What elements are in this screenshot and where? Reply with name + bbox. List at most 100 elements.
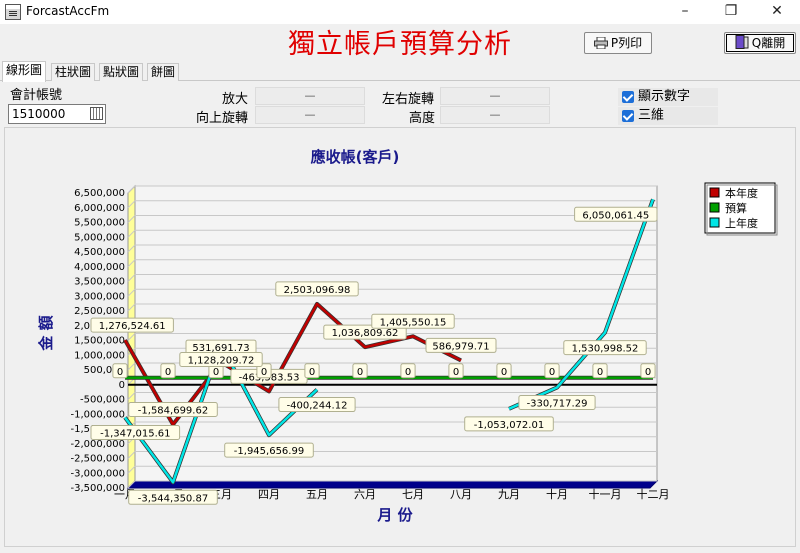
data-label-box (496, 363, 512, 379)
legend-swatch (709, 187, 720, 198)
data-label: -3,544,350.87 (128, 489, 218, 505)
rotate-lr-label: 左右旋轉 (382, 92, 435, 107)
data-label-text: -1,584,699.62 (138, 405, 208, 416)
line-chart: 6,500,000 6,000,000 5,500,000 5,000,000 4,50… (37, 148, 778, 524)
tab-dot-chart[interactable]: 點狀圖 (99, 63, 144, 81)
data-label-box (400, 363, 416, 379)
data-label: -400,244.12 (278, 397, 356, 413)
x-tick-label: 八月 (450, 488, 472, 501)
data-label-text: 1,276,524.61 (99, 321, 166, 332)
exit-button[interactable]: Q離開 (724, 32, 796, 54)
data-label: 586,979.71 (425, 337, 497, 353)
y-tick-label: -2,500,000 (70, 454, 125, 465)
maximize-button[interactable]: ❐ (724, 3, 738, 19)
data-label: 0 (352, 363, 368, 379)
data-label: 0 (256, 363, 272, 379)
data-label-text: 586,979.71 (432, 341, 489, 352)
data-label-text: 0 (165, 367, 171, 378)
data-label-box (160, 363, 176, 379)
data-label-box (304, 363, 320, 379)
account-input[interactable]: 1510000 (8, 104, 106, 124)
gridline (127, 244, 136, 253)
data-label-box (90, 424, 181, 440)
data-label-box (464, 416, 554, 432)
tab-pie-chart[interactable]: 餅圖 (147, 63, 180, 81)
data-label-box (544, 363, 560, 379)
data-label-text: 531,691.73 (192, 343, 249, 354)
close-window-button[interactable]: ✕ (771, 3, 783, 19)
y-tick-label: 1,000,000 (74, 350, 125, 361)
data-label-text: -3,544,350.87 (138, 493, 208, 504)
y-tick-label: 6,000,000 (74, 203, 125, 214)
y-tick-label: -3,500,000 (70, 483, 125, 494)
minimize-button[interactable]: – (681, 3, 689, 19)
y-tick-label: 5,500,000 (74, 218, 125, 229)
x-tick-label: 七月 (402, 488, 424, 501)
three-d-checkbox[interactable]: 三維 (618, 107, 718, 125)
chart-floor (126, 480, 659, 489)
report-title: 獨立帳戶預算分析 (288, 29, 512, 60)
y-tick-label: -2,000,000 (70, 439, 125, 450)
app-icon (5, 4, 21, 20)
gridline (127, 465, 136, 474)
exit-door-icon (735, 35, 749, 55)
data-label-box (128, 489, 218, 505)
rotate-lr-field: — (440, 87, 550, 105)
account-value: 1510000 (12, 107, 66, 121)
gridline (127, 480, 136, 489)
data-label-box (592, 363, 608, 379)
data-label-text: 0 (501, 367, 507, 378)
data-label: 0 (160, 363, 176, 379)
data-label: -330,717.29 (518, 395, 596, 411)
data-label: 0 (496, 363, 512, 379)
legend-label: 本年度 (725, 186, 758, 200)
y-tick-label: 4,500,000 (74, 247, 125, 258)
data-label-text: 6,050,061.45 (582, 210, 649, 221)
calendar-icon[interactable] (90, 107, 103, 120)
y-tick-label: 2,500,000 (74, 306, 125, 317)
window-title: ForcastAccFm (26, 4, 110, 18)
y-tick-label: 4,000,000 (74, 262, 125, 273)
legend-label: 預算 (725, 201, 747, 215)
data-label: -1,053,072.01 (464, 416, 554, 432)
data-label: 0 (448, 363, 464, 379)
data-label: -1,584,699.62 (128, 401, 218, 417)
data-label-text: 2,503,096.98 (284, 285, 351, 296)
three-d-label: 三維 (638, 108, 665, 123)
print-button[interactable]: P列印 (584, 32, 652, 54)
show-numbers-checkbox[interactable]: 顯示數字 (618, 88, 718, 106)
data-label-text: 0 (405, 367, 411, 378)
data-label-box (256, 363, 272, 379)
x-tick-label: 十月 (546, 487, 568, 501)
gridline (127, 259, 136, 268)
y-tick-label: -500,000 (80, 395, 125, 406)
tab-line-chart[interactable]: 線形圖 (2, 61, 47, 82)
x-tick-label: 九月 (498, 488, 520, 501)
rotate-up-label: 向上旋轉 (196, 111, 249, 126)
y-tick-label: 0 (119, 380, 125, 391)
legend-label: 上年度 (725, 216, 758, 230)
data-label-text: 0 (549, 367, 555, 378)
data-label-box (574, 206, 658, 222)
data-label-text: -1,053,072.01 (474, 420, 544, 431)
height-field: — (440, 106, 550, 124)
data-label: -1,945,656.99 (224, 442, 314, 458)
data-label: 531,691.73 (185, 339, 257, 355)
data-label-box (518, 395, 596, 411)
gridline (127, 362, 136, 371)
legend-swatch (709, 217, 720, 228)
y-tick-label: -1,000,000 (70, 409, 125, 420)
account-label: 會計帳號 (10, 88, 63, 103)
gridline (127, 451, 136, 459)
data-label-text: 0 (117, 367, 123, 378)
gridline (127, 229, 136, 238)
tab-bar-chart[interactable]: 柱狀圖 (51, 63, 96, 81)
data-label: 1,530,998.52 (563, 340, 647, 356)
data-label: 2,503,096.98 (275, 281, 359, 297)
data-label-text: 0 (645, 367, 651, 378)
zoom-label: 放大 (222, 92, 249, 107)
data-label-text: -330,717.29 (527, 399, 588, 410)
data-label-text: 1,036,809.62 (332, 328, 399, 339)
data-label: 0 (304, 363, 320, 379)
data-label: 1,405,550.15 (371, 313, 455, 329)
